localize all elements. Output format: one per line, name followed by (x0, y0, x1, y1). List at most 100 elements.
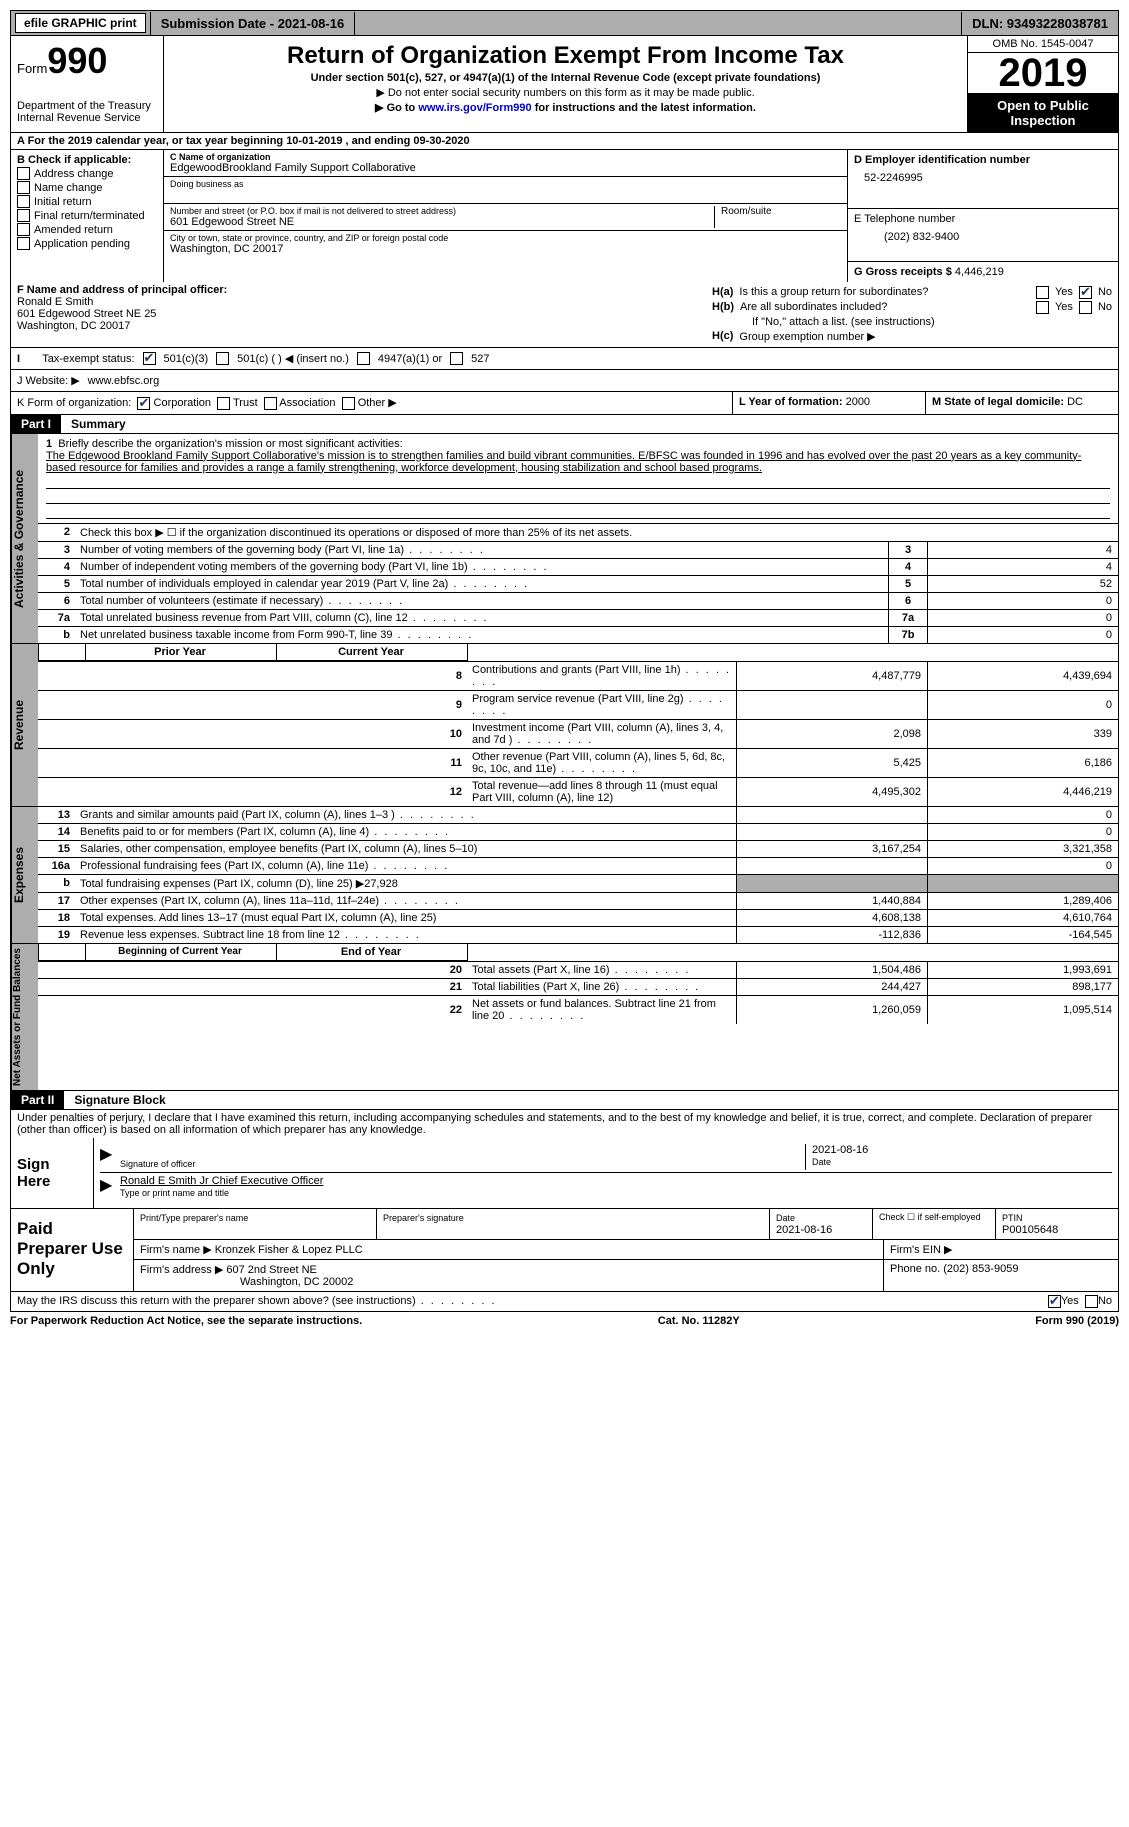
form-title: Return of Organization Exempt From Incom… (172, 42, 959, 70)
line-22-text: Net assets or fund balances. Subtract li… (468, 995, 737, 1024)
prep-ptin-value: P00105648 (1002, 1224, 1058, 1236)
lbl-application-pending: Application pending (34, 238, 130, 250)
h-b-label: Are all subordinates included? (740, 301, 1030, 313)
firm-ein-label: Firm's EIN ▶ (884, 1240, 1118, 1259)
line-8-cy: 4,439,694 (928, 661, 1119, 690)
box-b: B Check if applicable: Address change Na… (11, 150, 164, 282)
chk-h-a-yes[interactable] (1036, 286, 1049, 299)
line-16a-text: Professional fundraising fees (Part IX, … (76, 857, 737, 874)
line-4-text: Number of independent voting members of … (76, 558, 889, 575)
firm-name-value: Kronzek Fisher & Lopez PLLC (215, 1244, 363, 1256)
label-room-suite: Room/suite (715, 206, 841, 228)
mission-box: 1 Briefly describe the organization's mi… (38, 434, 1118, 523)
irs-link[interactable]: www.irs.gov/Form990 (418, 102, 531, 114)
net-assets-table: Beginning of Current YearEnd of Year 20T… (38, 944, 1118, 1024)
h-c-label: Group exemption number ▶ (739, 330, 875, 343)
top-bar: efile GRAPHIC print Submission Date - 20… (10, 10, 1119, 36)
firm-addr-value: 607 2nd Street NE (226, 1264, 317, 1276)
line-13-py (737, 807, 928, 824)
form-subtitle: Under section 501(c), 527, or 4947(a)(1)… (172, 72, 959, 84)
chk-4947[interactable] (357, 352, 370, 365)
vert-label-expenses: Expenses (11, 807, 38, 943)
chk-discuss-no[interactable] (1085, 1295, 1098, 1308)
preparer-block: Paid Preparer Use Only Print/Type prepar… (10, 1209, 1119, 1292)
line-16b-py (737, 874, 928, 892)
line-6-text: Total number of volunteers (estimate if … (76, 592, 889, 609)
line-3-num: 3 (889, 541, 928, 558)
h-b-tag: H(b) (712, 301, 734, 313)
line-7a-num: 7a (889, 609, 928, 626)
line-11-cy: 6,186 (928, 748, 1119, 777)
box-h: H(a)Is this a group return for subordina… (706, 282, 1118, 347)
line-20-text: Total assets (Part X, line 16) (468, 961, 737, 978)
net-assets-section: Net Assets or Fund Balances Beginning of… (10, 944, 1119, 1091)
chk-association[interactable] (264, 397, 277, 410)
box-c: C Name of organization EdgewoodBrookland… (164, 150, 847, 282)
arrow-icon: ▶ (100, 1144, 120, 1170)
part2-header: Part II Signature Block (10, 1091, 1119, 1110)
line-21-text: Total liabilities (Part X, line 26) (468, 978, 737, 995)
footer-mid: Cat. No. 11282Y (658, 1315, 740, 1327)
chk-discuss-yes[interactable] (1048, 1295, 1061, 1308)
chk-address-change[interactable] (17, 167, 30, 180)
chk-trust[interactable] (217, 397, 230, 410)
line-15-cy: 3,321,358 (928, 840, 1119, 857)
firm-phone-label: Phone no. (890, 1263, 940, 1275)
lbl-527: 527 (471, 353, 489, 365)
vert-label-revenue: Revenue (11, 644, 38, 806)
chk-other[interactable] (342, 397, 355, 410)
chk-h-a-no[interactable] (1079, 286, 1092, 299)
header-left: Form990 Department of the Treasury Inter… (11, 36, 164, 132)
label-gross-receipts: G Gross receipts $ (854, 266, 952, 278)
chk-name-change[interactable] (17, 181, 30, 194)
line-17-py: 1,440,884 (737, 892, 928, 909)
chk-h-b-yes[interactable] (1036, 301, 1049, 314)
label-principal-officer: F Name and address of principal officer: (17, 284, 227, 296)
efile-print-button[interactable]: efile GRAPHIC print (15, 13, 146, 33)
line-12-cy: 4,446,219 (928, 777, 1119, 806)
officer-name: Ronald E Smith (17, 296, 700, 308)
sig-date-value: 2021-08-16 (812, 1144, 868, 1156)
sign-here-label: Sign Here (11, 1138, 94, 1208)
chk-h-b-no[interactable] (1079, 301, 1092, 314)
part1-header: Part I Summary (10, 415, 1119, 434)
line-8-text: Contributions and grants (Part VIII, lin… (468, 661, 737, 690)
line-22-cy: 1,095,514 (928, 995, 1119, 1024)
h-a-tag: H(a) (712, 286, 733, 298)
line-3-text: Number of voting members of the governin… (76, 541, 889, 558)
activities-governance-section: Activities & Governance 1 Briefly descri… (10, 434, 1119, 644)
goto-line: ▶ Go to www.irs.gov/Form990 for instruct… (172, 101, 959, 114)
chk-corporation[interactable] (137, 397, 150, 410)
line-6-num: 6 (889, 592, 928, 609)
line-2: Check this box ▶ ☐ if the organization d… (76, 523, 1118, 541)
h-c-tag: H(c) (712, 330, 733, 342)
line-5-num: 5 (889, 575, 928, 592)
line-14-cy: 0 (928, 823, 1119, 840)
chk-527[interactable] (450, 352, 463, 365)
lbl-501c3: 501(c)(3) (164, 353, 209, 365)
vert-label-activities: Activities & Governance (11, 434, 38, 643)
chk-501c[interactable] (216, 352, 229, 365)
chk-initial-return[interactable] (17, 195, 30, 208)
submission-date: Submission Date - 2021-08-16 (150, 12, 356, 35)
label-city: City or town, state or province, country… (170, 233, 841, 243)
lbl-discuss-yes: Yes (1061, 1295, 1079, 1307)
state-domicile-label: M State of legal domicile: (932, 396, 1064, 408)
chk-amended-return[interactable] (17, 223, 30, 236)
discuss-text: May the IRS discuss this return with the… (17, 1295, 497, 1307)
line-10-text: Investment income (Part VIII, column (A)… (468, 719, 737, 748)
chk-final-return[interactable] (17, 209, 30, 222)
line-17-cy: 1,289,406 (928, 892, 1119, 909)
officer-addr1: 601 Edgewood Street NE 25 (17, 308, 700, 320)
line-7b-val: 0 (928, 626, 1119, 643)
chk-501c3[interactable] (143, 352, 156, 365)
prep-date-value: 2021-08-16 (776, 1224, 832, 1236)
prep-check-label: Check ☐ if self-employed (873, 1209, 996, 1239)
paid-preparer-label: Paid Preparer Use Only (11, 1209, 134, 1291)
goto-prefix: ▶ Go to (375, 102, 418, 114)
chk-application-pending[interactable] (17, 237, 30, 250)
part1-tag: Part I (11, 415, 61, 433)
line-10-cy: 339 (928, 719, 1119, 748)
mission-label: Briefly describe the organization's miss… (58, 438, 402, 450)
dept-treasury: Department of the Treasury Internal Reve… (17, 100, 157, 124)
